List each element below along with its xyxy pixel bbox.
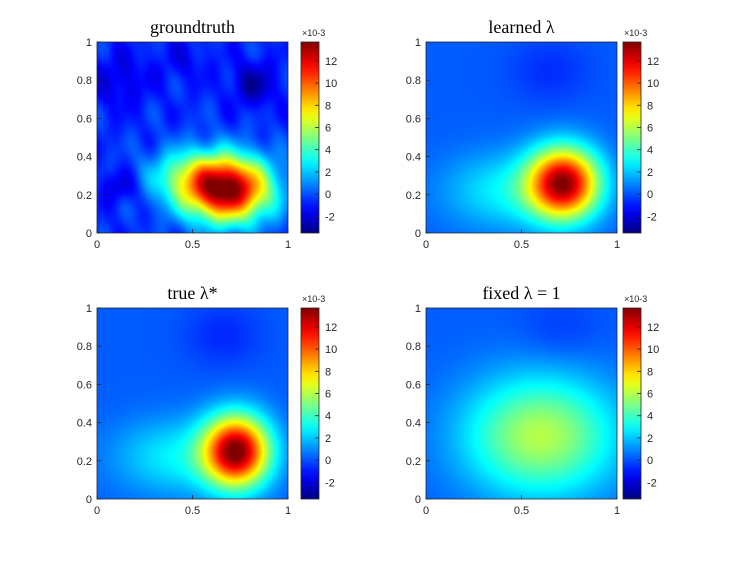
colorbar-tick-label: 8 — [325, 366, 331, 378]
y-tick-label: 0.8 — [406, 341, 421, 353]
colorbar-tick-label: 8 — [325, 100, 331, 112]
colorbar-exponent: ×10-3 — [302, 28, 325, 38]
y-tick-label: 0.4 — [77, 418, 92, 430]
y-tick-label: 0.4 — [406, 152, 421, 164]
heatmap-image — [97, 308, 288, 499]
colorbar-tick-label: -2 — [647, 211, 657, 223]
colorbar-tick-label: 2 — [325, 167, 331, 179]
x-tick-label: 0.5 — [514, 239, 529, 251]
y-tick-label: 1 — [86, 37, 92, 49]
panel-title: true λ* — [167, 283, 217, 303]
y-tick-label: 0.2 — [406, 456, 421, 468]
panel-3: true λ*0 0.5 100.20.40.60.81-2024681012×10… — [77, 283, 338, 517]
colorbar — [622, 41, 642, 234]
heatmap-image — [426, 308, 617, 499]
x-tick-label: 0.5 — [185, 239, 200, 251]
y-tick-label: 0.4 — [77, 152, 92, 164]
colorbar-tick-label: 12 — [325, 56, 337, 68]
colorbar-tick-label: 2 — [325, 433, 331, 445]
panel-title: fixed λ = 1 — [482, 283, 560, 303]
x-tick-label: 0.5 — [185, 505, 200, 517]
colorbar — [300, 41, 320, 234]
colorbar-tick-label: -2 — [647, 477, 657, 489]
panel-2: learned λ0 0.5 100.20.40.60.81-2024681012×… — [406, 17, 660, 251]
colorbar — [622, 307, 642, 500]
colorbar-tick-label: 6 — [325, 389, 331, 401]
y-tick-label: 0.2 — [406, 190, 421, 202]
colorbar-tick-label: 4 — [325, 411, 331, 423]
colorbar-tick-label: 0 — [647, 189, 653, 201]
colorbar-tick-label: 6 — [325, 123, 331, 135]
y-tick-label: 1 — [415, 37, 421, 49]
colorbar-tick-label: 12 — [647, 322, 659, 334]
colorbar-tick-label: 12 — [647, 56, 659, 68]
colorbar-tick-label: 2 — [647, 167, 653, 179]
y-tick-label: 0.4 — [406, 418, 421, 430]
y-tick-label: 0.2 — [77, 456, 92, 468]
y-tick-label: 0 — [415, 494, 421, 506]
y-tick-label: 0.2 — [77, 190, 92, 202]
colorbar-tick-label: 10 — [325, 344, 337, 356]
x-tick-label: 1 — [614, 505, 620, 517]
colorbar-tick-label: 4 — [325, 145, 331, 157]
x-tick-label: 1 — [285, 239, 291, 251]
y-tick-label: 0.6 — [406, 379, 421, 391]
panel-title: groundtruth — [150, 17, 235, 37]
y-tick-label: 1 — [415, 303, 421, 315]
colorbar-tick-label: 4 — [647, 411, 653, 423]
y-tick-label: 0.6 — [77, 379, 92, 391]
heatmap-image — [426, 42, 617, 233]
colorbar-tick-label: 6 — [647, 123, 653, 135]
x-tick-label: 1 — [614, 239, 620, 251]
colorbar-tick-label: 4 — [647, 145, 653, 157]
y-tick-label: 0.8 — [77, 341, 92, 353]
heatmap-image — [97, 42, 288, 233]
colorbar-tick-label: 6 — [647, 389, 653, 401]
colorbar-tick-label: -2 — [325, 211, 335, 223]
panel-title: learned λ — [488, 17, 554, 37]
x-tick-label: 0 — [94, 505, 100, 517]
x-tick-label: 0 — [423, 239, 429, 251]
colorbar-exponent: ×10-3 — [624, 294, 647, 304]
colorbar-tick-label: 8 — [647, 366, 653, 378]
colorbar-tick-label: 10 — [647, 344, 659, 356]
colorbar-tick-label: 10 — [325, 78, 337, 90]
x-tick-label: 0 — [94, 239, 100, 251]
colorbar-tick-label: 0 — [647, 455, 653, 467]
colorbar-tick-label: 12 — [325, 322, 337, 334]
y-tick-label: 0 — [86, 494, 92, 506]
colorbar-exponent: ×10-3 — [302, 294, 325, 304]
colorbar-tick-label: 2 — [647, 433, 653, 445]
x-tick-label: 1 — [285, 505, 291, 517]
y-tick-label: 0.6 — [406, 113, 421, 125]
y-tick-label: 0.6 — [77, 113, 92, 125]
x-tick-label: 0.5 — [514, 505, 529, 517]
panel-4: fixed λ = 10 0.5 100.20.40.60.81-202468101… — [406, 283, 660, 517]
colorbar — [300, 307, 320, 500]
y-tick-label: 0.8 — [77, 75, 92, 87]
x-tick-label: 0 — [423, 505, 429, 517]
colorbar-tick-label: -2 — [325, 477, 335, 489]
colorbar-tick-label: 0 — [325, 189, 331, 201]
colorbar-tick-label: 10 — [647, 78, 659, 90]
colorbar-tick-label: 0 — [325, 455, 331, 467]
colorbar-tick-label: 8 — [647, 100, 653, 112]
y-tick-label: 0 — [86, 228, 92, 240]
y-tick-label: 0 — [415, 228, 421, 240]
colorbar-exponent: ×10-3 — [624, 28, 647, 38]
y-tick-label: 1 — [86, 303, 92, 315]
y-tick-label: 0.8 — [406, 75, 421, 87]
